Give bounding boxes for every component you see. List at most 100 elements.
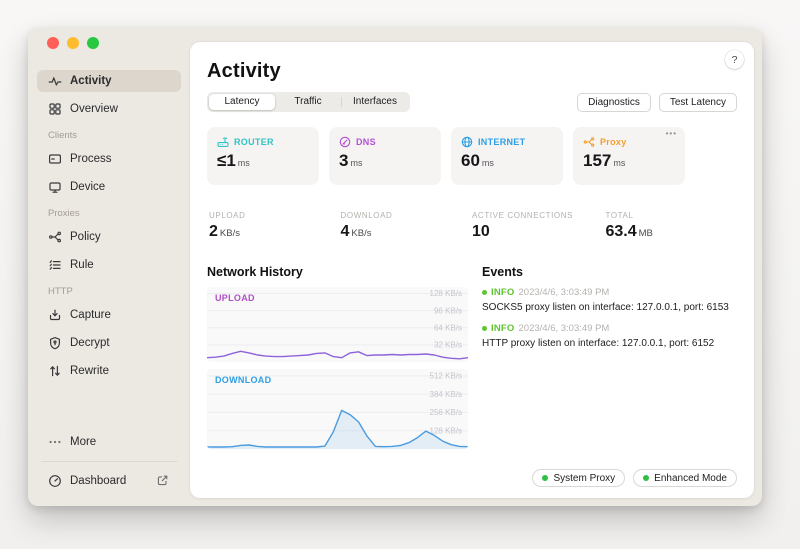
- sidebar-item-label: Rule: [70, 259, 94, 271]
- rewrite-arrows-icon: [48, 364, 62, 378]
- latency-card-label: DNS: [356, 137, 376, 147]
- decrypt-shield-icon: [48, 336, 62, 350]
- sidebar-section-http: HTTP: [48, 286, 73, 297]
- svg-text:128 KB/s: 128 KB/s: [430, 289, 462, 298]
- sidebar: Activity Overview Clients Process Device…: [28, 28, 190, 506]
- sidebar-item-label: Device: [70, 181, 106, 193]
- enhanced-mode-badge[interactable]: Enhanced Mode: [633, 469, 737, 487]
- status-dot: [643, 475, 650, 481]
- lower-columns: Network History UPLOAD 128 KB/s 96 KB/s 64…: [207, 265, 737, 449]
- more-ellipsis-icon: [48, 435, 62, 449]
- main-panel: ? Activity Latency Traffic Interfaces Di…: [190, 42, 754, 498]
- sidebar-item-rule[interactable]: Rule: [37, 254, 181, 276]
- upload-chart: UPLOAD 128 KB/s 96 KB/s 64 KB/s 32 KB/s: [207, 287, 468, 362]
- traffic-lights: [47, 37, 99, 49]
- svg-text:64 KB/s: 64 KB/s: [434, 324, 462, 333]
- sidebar-item-policy[interactable]: Policy: [37, 226, 181, 248]
- process-window-icon: [48, 152, 62, 166]
- latency-card-label: INTERNET: [478, 137, 526, 147]
- sidebar-item-capture[interactable]: Capture: [37, 304, 181, 326]
- event-timestamp: 2023/4/6, 3:03:49 PM: [518, 287, 610, 298]
- segment-separator: [341, 97, 342, 107]
- proxy-card-menu-button[interactable]: •••: [665, 129, 677, 138]
- sidebar-item-label: Process: [70, 153, 112, 165]
- sidebar-item-label: Overview: [70, 103, 118, 115]
- network-history-title: Network History: [207, 265, 303, 279]
- zoom-window-button[interactable]: [87, 37, 99, 49]
- stat-active-connections: ACTIVE CONNECTIONS 10: [472, 211, 574, 240]
- svg-text:384 KB/s: 384 KB/s: [430, 390, 462, 399]
- stats-row: UPLOAD 2 KB/s DOWNLOAD 4 KB/s ACTIVE CONNE…: [207, 211, 737, 241]
- event-level: INFO: [491, 287, 515, 298]
- tab-traffic[interactable]: Traffic: [294, 96, 322, 107]
- tabs-row: Latency Traffic Interfaces Diagnostics T…: [207, 92, 737, 112]
- sidebar-footer: More Dashboard: [37, 431, 181, 498]
- sidebar-item-label: Policy: [70, 231, 101, 243]
- svg-text:128 KB/s: 128 KB/s: [430, 427, 462, 436]
- sidebar-item-rewrite[interactable]: Rewrite: [37, 360, 181, 382]
- capture-tray-icon: [48, 308, 62, 322]
- sidebar-item-device[interactable]: Device: [37, 176, 181, 198]
- help-button[interactable]: ?: [725, 50, 744, 69]
- latency-card-value: 60 ms: [461, 151, 494, 170]
- tab-interfaces[interactable]: Interfaces: [353, 96, 397, 107]
- policy-branch-icon: [48, 230, 62, 244]
- header-actions: Diagnostics Test Latency: [577, 92, 737, 112]
- status-pills-row: System Proxy Enhanced Mode: [532, 469, 737, 487]
- app-window: Activity Overview Clients Process Device…: [28, 28, 762, 506]
- latency-card-proxy: ••• Proxy 157 ms: [573, 127, 685, 185]
- events-title: Events: [482, 265, 523, 279]
- sidebar-divider: [41, 461, 177, 462]
- event-message: SOCKS5 proxy listen on interface: 127.0.…: [482, 302, 729, 313]
- test-latency-button[interactable]: Test Latency: [658, 92, 737, 112]
- sidebar-section-proxies: Proxies: [48, 208, 80, 219]
- sidebar-item-overview[interactable]: Overview: [37, 98, 181, 120]
- latency-cards-row: ROUTER ≤1 ms DNS 3 ms INTERNET: [207, 127, 737, 185]
- sidebar-item-activity[interactable]: Activity: [37, 70, 181, 92]
- sidebar-item-process[interactable]: Process: [37, 148, 181, 170]
- system-proxy-badge[interactable]: System Proxy: [532, 469, 626, 487]
- latency-card-value: ≤1 ms: [217, 151, 250, 170]
- view-segmented-control: Latency Traffic Interfaces: [207, 92, 410, 112]
- sidebar-item-label: Capture: [70, 309, 111, 321]
- page-title: Activity: [207, 60, 281, 82]
- sidebar-item-label: Activity: [70, 75, 112, 87]
- upload-chart-label: UPLOAD: [215, 293, 255, 303]
- sidebar-item-label: More: [70, 436, 97, 448]
- download-chart: DOWNLOAD 512 KB/s 384 KB/s 256 KB/s 128 KB/…: [207, 369, 468, 449]
- diagnostics-button[interactable]: Diagnostics: [577, 92, 651, 112]
- device-display-icon: [48, 180, 62, 194]
- rule-list-icon: [48, 258, 62, 272]
- dashboard-gauge-icon: [48, 474, 62, 488]
- latency-card-value: 3 ms: [339, 151, 363, 170]
- events-section: Events INFO 2023/4/6, 3:03:49 PM SOCKS5 …: [482, 265, 737, 449]
- event-timestamp: 2023/4/6, 3:03:49 PM: [518, 323, 610, 334]
- sidebar-item-label: Decrypt: [70, 337, 110, 349]
- event-message: HTTP proxy listen on interface: 127.0.0.…: [482, 338, 715, 349]
- router-icon: [217, 136, 229, 148]
- activity-pulse-icon: [48, 74, 62, 88]
- event-level-dot: [482, 326, 487, 331]
- sidebar-item-more[interactable]: More: [37, 431, 181, 453]
- sidebar-item-dashboard[interactable]: Dashboard: [37, 470, 181, 492]
- latency-card-internet: INTERNET 60 ms: [451, 127, 563, 185]
- latency-card-label: Proxy: [600, 137, 627, 147]
- tab-latency[interactable]: Latency: [209, 94, 275, 110]
- close-window-button[interactable]: [47, 37, 59, 49]
- svg-text:96 KB/s: 96 KB/s: [434, 306, 462, 315]
- external-link-icon: [156, 474, 170, 488]
- sidebar-item-decrypt[interactable]: Decrypt: [37, 332, 181, 354]
- latency-card-dns: DNS 3 ms: [329, 127, 441, 185]
- sidebar-item-label: Rewrite: [70, 365, 109, 377]
- event-item: INFO 2023/4/6, 3:03:49 PM SOCKS5 proxy l…: [482, 287, 737, 313]
- event-item: INFO 2023/4/6, 3:03:49 PM HTTP proxy lis…: [482, 323, 737, 349]
- minimize-window-button[interactable]: [67, 37, 79, 49]
- dns-icon: [339, 136, 351, 148]
- proxy-branch-icon: [583, 136, 595, 148]
- latency-card-label: ROUTER: [234, 137, 274, 147]
- event-level-dot: [482, 290, 487, 295]
- download-chart-label: DOWNLOAD: [215, 375, 272, 385]
- svg-text:256 KB/s: 256 KB/s: [430, 408, 462, 417]
- event-level: INFO: [491, 323, 515, 334]
- stat-upload: UPLOAD 2 KB/s: [209, 211, 246, 240]
